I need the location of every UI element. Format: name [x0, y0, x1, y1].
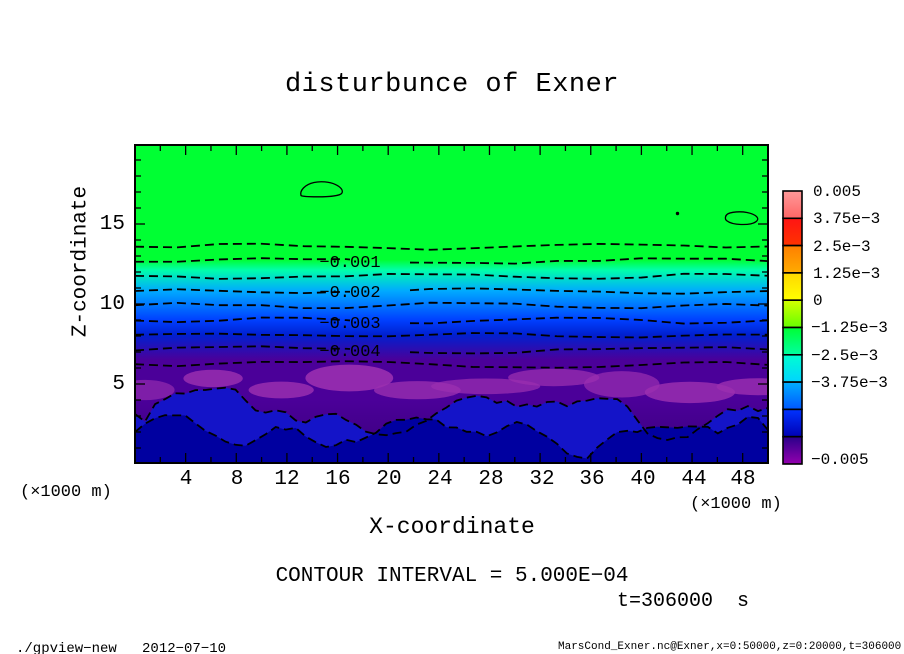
svg-text:−0.004: −0.004 [319, 343, 380, 362]
svg-text:−0.002: −0.002 [319, 284, 380, 303]
svg-text:−0.001: −0.001 [319, 254, 380, 273]
svg-text:−0.003: −0.003 [319, 315, 380, 334]
